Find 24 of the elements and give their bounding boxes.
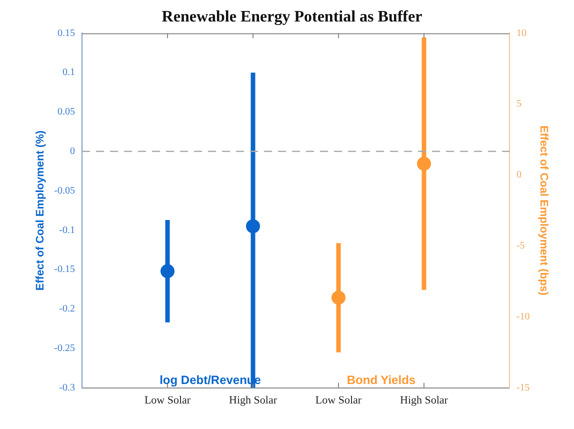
y-tick-label: -0.15 <box>54 264 76 276</box>
chart-title: Renewable Energy Potential as Buffer <box>162 8 422 26</box>
y-axis-title: Effect of Coal Employment (%) <box>34 130 47 291</box>
y-tick-label: 0.05 <box>58 106 76 118</box>
text: Bond Yields <box>346 373 416 388</box>
y2-tick-label: 5 <box>516 98 522 110</box>
y-tick-label: -0.1 <box>59 224 76 236</box>
x-tick-label: High Solar <box>229 394 278 406</box>
y-tick-label: -0.2 <box>59 304 76 315</box>
y2-tick-label: 10 <box>516 28 526 39</box>
y-tick-label: 0 <box>70 146 76 158</box>
y2-tick-label: -10 <box>516 312 530 323</box>
x-tick-label: Low Solar <box>315 394 362 406</box>
y-tick-label: -0.05 <box>54 185 76 196</box>
y2-tick-label: 0 <box>516 170 522 181</box>
y2-tick-label: -5 <box>516 240 525 252</box>
y-tick-label: 0.1 <box>62 67 76 78</box>
y2-tick-label: -15 <box>516 382 530 394</box>
y-tick-label: -0.3 <box>59 382 76 394</box>
x-tick-label: Low Solar <box>144 394 191 406</box>
x-tick-label: High Solar <box>400 394 448 406</box>
y-tick-label: 0.15 <box>58 28 76 39</box>
y-tick-label: -0.25 <box>54 343 76 354</box>
y2-axis-title: Effect of Coal Employment (bps) <box>537 126 550 296</box>
